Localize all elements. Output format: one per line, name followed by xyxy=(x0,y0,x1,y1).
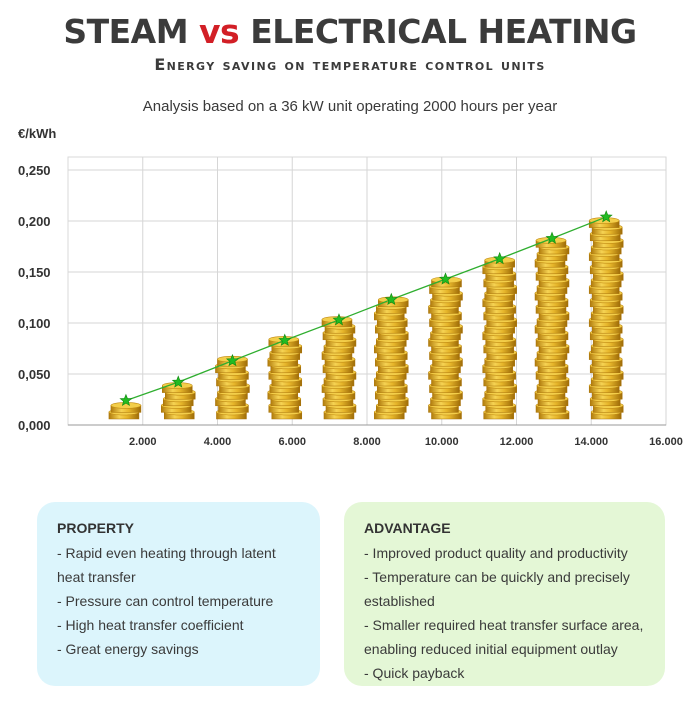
property-item: - Rapid even heating through latent xyxy=(57,545,276,561)
advantage-item: - Improved product quality and productiv… xyxy=(364,545,628,561)
data-point-markers xyxy=(119,210,613,407)
x-tick-label: 16.000 xyxy=(649,436,683,448)
y-tick-label: 0,100 xyxy=(18,316,51,331)
x-tick-label: 6.000 xyxy=(278,436,306,448)
coin-stack xyxy=(108,402,142,420)
data-point-star xyxy=(278,333,292,346)
y-axis-label: €/kWh xyxy=(18,126,57,141)
x-tick-label: 8.000 xyxy=(353,436,381,448)
cost-chart: 0,000 0,050 0,100 0,150 0,200 0,250 2.000 4.000… xyxy=(18,156,683,448)
x-tick-label: 12.000 xyxy=(500,436,534,448)
coin-stack xyxy=(428,276,463,420)
property-panel: PROPERTY - Rapid even heating through la… xyxy=(37,502,320,686)
y-tick-label: 0,200 xyxy=(18,214,51,229)
x-tick-label: 10.000 xyxy=(425,436,459,448)
coin-stack xyxy=(482,256,517,420)
title-electrical-heating: ELECTRICAL HEATING xyxy=(250,12,637,51)
chart-axes: 0,000 0,050 0,100 0,150 0,200 0,250 2.000 4.000… xyxy=(18,163,683,448)
property-list: - Rapid even heating through latent heat … xyxy=(57,541,306,661)
data-point-star xyxy=(545,231,559,244)
advantage-heading: ADVANTAGE xyxy=(364,520,451,536)
x-tick-label: 4.000 xyxy=(204,436,232,448)
trend-line-group xyxy=(125,216,607,402)
trend-line xyxy=(125,216,607,402)
coin-stack xyxy=(215,355,250,420)
data-point-star xyxy=(493,251,507,265)
title-vs: vs xyxy=(199,12,240,51)
x-tick-label: 2.000 xyxy=(129,436,157,448)
page-title: STEAM vs ELECTRICAL HEATING xyxy=(0,12,700,51)
advantage-item: - Quick payback xyxy=(364,665,465,681)
property-item: heat transfer xyxy=(57,569,136,585)
coin-stack xyxy=(373,296,409,420)
advantage-item: - Temperature can be quickly and precise… xyxy=(364,569,630,585)
data-point-star xyxy=(225,353,239,367)
property-heading: PROPERTY xyxy=(57,520,135,536)
advantage-list: - Improved product quality and productiv… xyxy=(364,541,651,685)
coin-stack xyxy=(267,336,303,420)
title-steam: STEAM xyxy=(63,12,189,51)
advantage-item: enabling reduced initial equipment outla… xyxy=(364,641,618,657)
advantage-item: established xyxy=(364,593,435,609)
coin-stack xyxy=(534,237,570,420)
property-item: - High heat transfer coefficient xyxy=(57,617,244,633)
property-item: - Pressure can control temperature xyxy=(57,593,274,609)
analysis-note: Analysis based on a 36 kW unit operating… xyxy=(142,98,558,115)
data-point-star xyxy=(171,375,185,388)
property-item: - Great energy savings xyxy=(57,641,199,657)
data-point-star xyxy=(384,292,398,306)
coin-stack xyxy=(321,316,357,420)
y-tick-label: 0,150 xyxy=(18,265,51,280)
data-point-star xyxy=(119,393,133,407)
data-point-star xyxy=(599,210,613,223)
y-tick-label: 0,000 xyxy=(18,418,51,433)
y-tick-label: 0,050 xyxy=(18,367,51,382)
x-tick-label: 14.000 xyxy=(574,436,608,448)
page-subtitle: Energy saving on temperature control uni… xyxy=(154,55,546,74)
advantage-item: - Smaller required heat transfer surface… xyxy=(364,617,644,633)
chart-grid xyxy=(67,156,667,426)
coin-stacks xyxy=(108,217,624,420)
advantage-panel: ADVANTAGE - Improved product quality and… xyxy=(344,502,665,686)
coin-stack xyxy=(160,382,196,420)
data-point-star xyxy=(332,313,346,326)
y-tick-label: 0,250 xyxy=(18,163,51,178)
coin-stack xyxy=(588,217,624,420)
data-point-star xyxy=(438,272,452,285)
